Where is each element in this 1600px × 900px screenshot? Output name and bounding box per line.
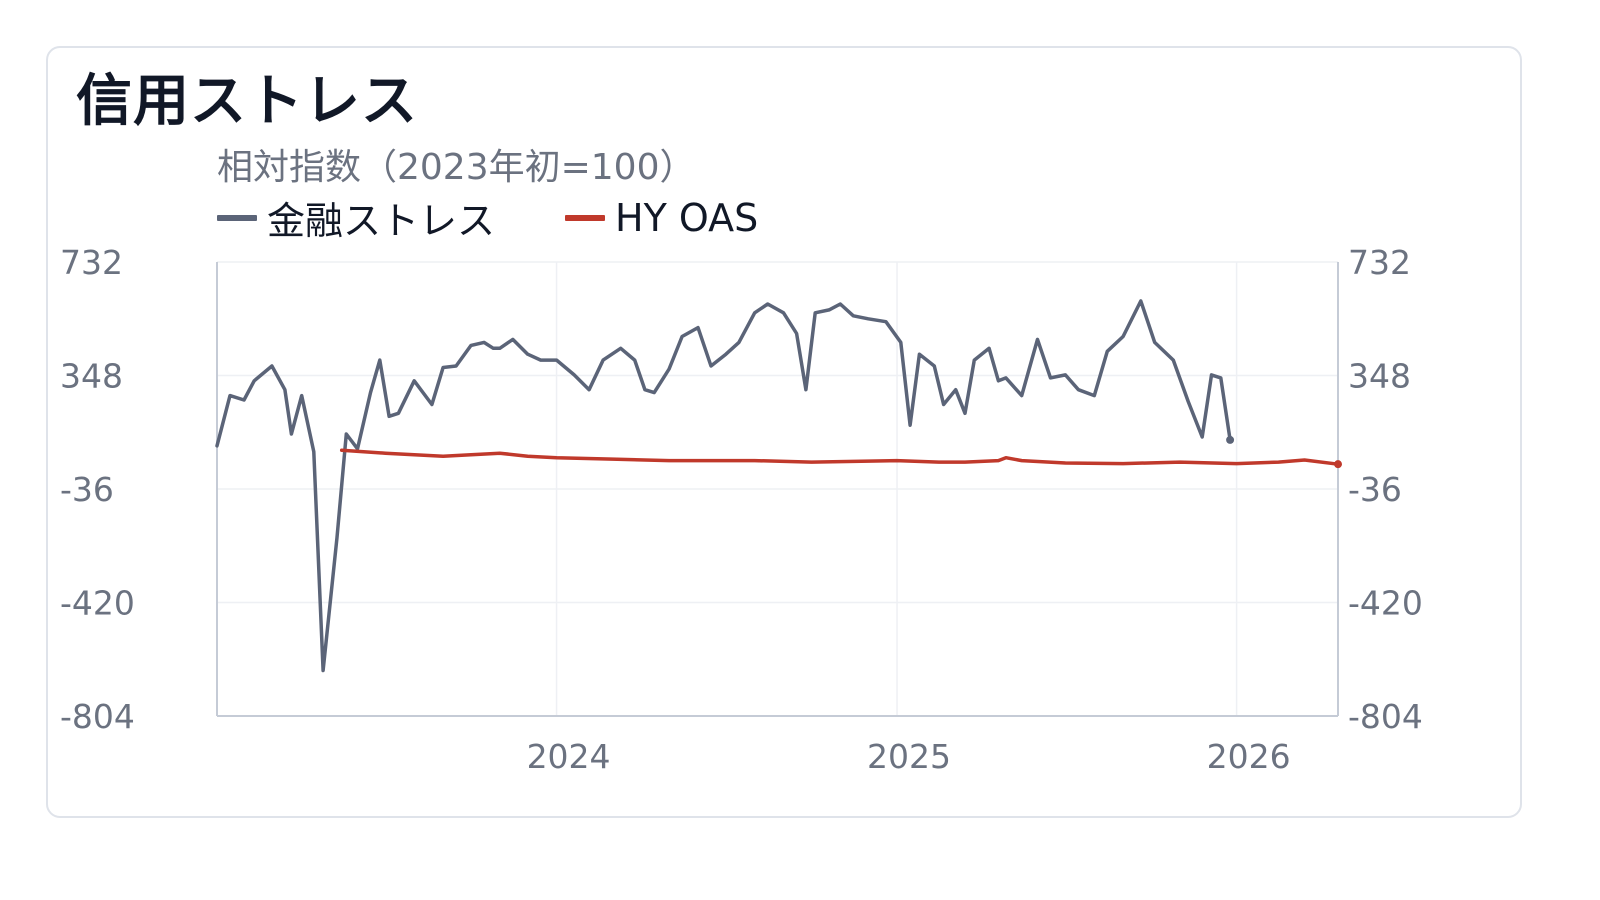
legend-swatch-financial-stress [217, 214, 257, 221]
x-tick-label: 2026 [1207, 737, 1291, 776]
y-tick-label-right: 348 [1348, 357, 1411, 396]
series-line-financial-stress [215, 299, 1232, 673]
y-tick-label-right: -420 [1348, 584, 1423, 623]
legend-item-financial-stress[interactable]: 金融ストレス [217, 190, 495, 245]
x-tick-label: 2025 [867, 737, 951, 776]
y-tick-label-right: -804 [1348, 697, 1423, 736]
legend-label-financial-stress: 金融ストレス [267, 199, 496, 243]
chart-title: 信用ストレス [76, 69, 418, 134]
y-tick-label-left: -804 [60, 697, 135, 736]
y-tick-label-right: -36 [1348, 470, 1402, 509]
legend-swatch-hy-oas [565, 214, 606, 221]
series-end-point-hy-oas [1334, 460, 1342, 469]
series-line-hy-oas [339, 448, 1340, 466]
y-tick-label-right: 732 [1348, 243, 1411, 282]
legend: 金融ストレス HY OAS [217, 190, 828, 245]
x-tick-label: 2024 [527, 737, 611, 776]
y-tick-label-left: 732 [60, 243, 123, 282]
legend-label-hy-oas: HY OAS [615, 195, 759, 240]
y-tick-label-left: -420 [60, 584, 135, 623]
legend-item-hy-oas[interactable]: HY OAS [565, 196, 758, 240]
y-tick-label-left: 348 [60, 357, 123, 396]
chart-subtitle: 相対指数（2023年初=100） [217, 147, 696, 188]
y-tick-label-left: -36 [60, 470, 114, 509]
series-end-point-financial-stress [1226, 435, 1235, 444]
